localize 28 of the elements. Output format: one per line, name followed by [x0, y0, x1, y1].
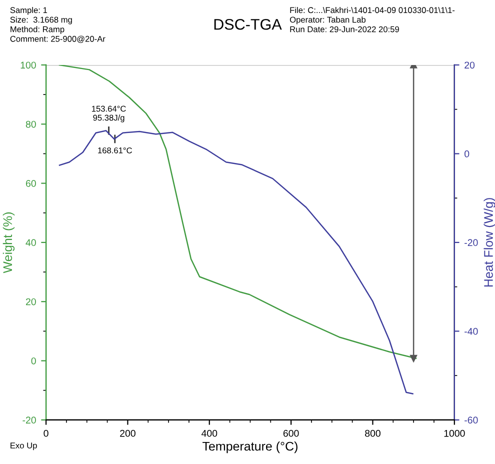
y-tick-label: 0	[31, 357, 36, 364]
annotation: 153.64°C 95.38J/g	[92, 106, 126, 122]
y2-tick-label: -60	[464, 416, 478, 424]
y-tick-label: 60	[26, 180, 36, 187]
y-tick-label: 80	[26, 120, 36, 128]
y-tick-label: -20	[22, 416, 36, 424]
y2-tick-label: -20	[464, 239, 478, 246]
x-axis-title: Temperature (°C)	[202, 441, 298, 454]
x-tick-label: 0	[44, 430, 48, 437]
x-tick-label: 1000	[444, 430, 465, 437]
text: Exo Up	[10, 442, 37, 450]
text: Sample: 1 Size: 3.1668 mg Method: Ramp Comment: 25-900@20-Ar	[10, 6, 106, 43]
x-tick-label: 800	[365, 430, 380, 437]
x-tick-label: 600	[283, 430, 299, 437]
y-tick-label: 40	[26, 239, 36, 246]
y-tick-label: 100	[20, 62, 36, 69]
x-tick-label: 200	[120, 430, 136, 437]
line-series	[58, 130, 414, 394]
y2-tick-label: 20	[464, 62, 475, 69]
y-tick-label: 20	[26, 298, 36, 306]
chart-title: DSC-TGA	[214, 18, 282, 30]
y2-tick-label: -40	[464, 328, 478, 335]
x-tick-label: 400	[202, 430, 218, 437]
text: File: C:...\Fakhri-\1401-04-09 010330-01\1\1- Operator: Taban Lab Run Date: 29-Jun-2022 20:59	[290, 6, 455, 32]
y2-tick-label: 0	[464, 150, 470, 158]
annotation: 168.61°C	[98, 147, 132, 154]
y2-axis-title: Heat Flow (W/g)	[484, 198, 495, 287]
y-axis-title: Weight (%)	[2, 212, 15, 274]
